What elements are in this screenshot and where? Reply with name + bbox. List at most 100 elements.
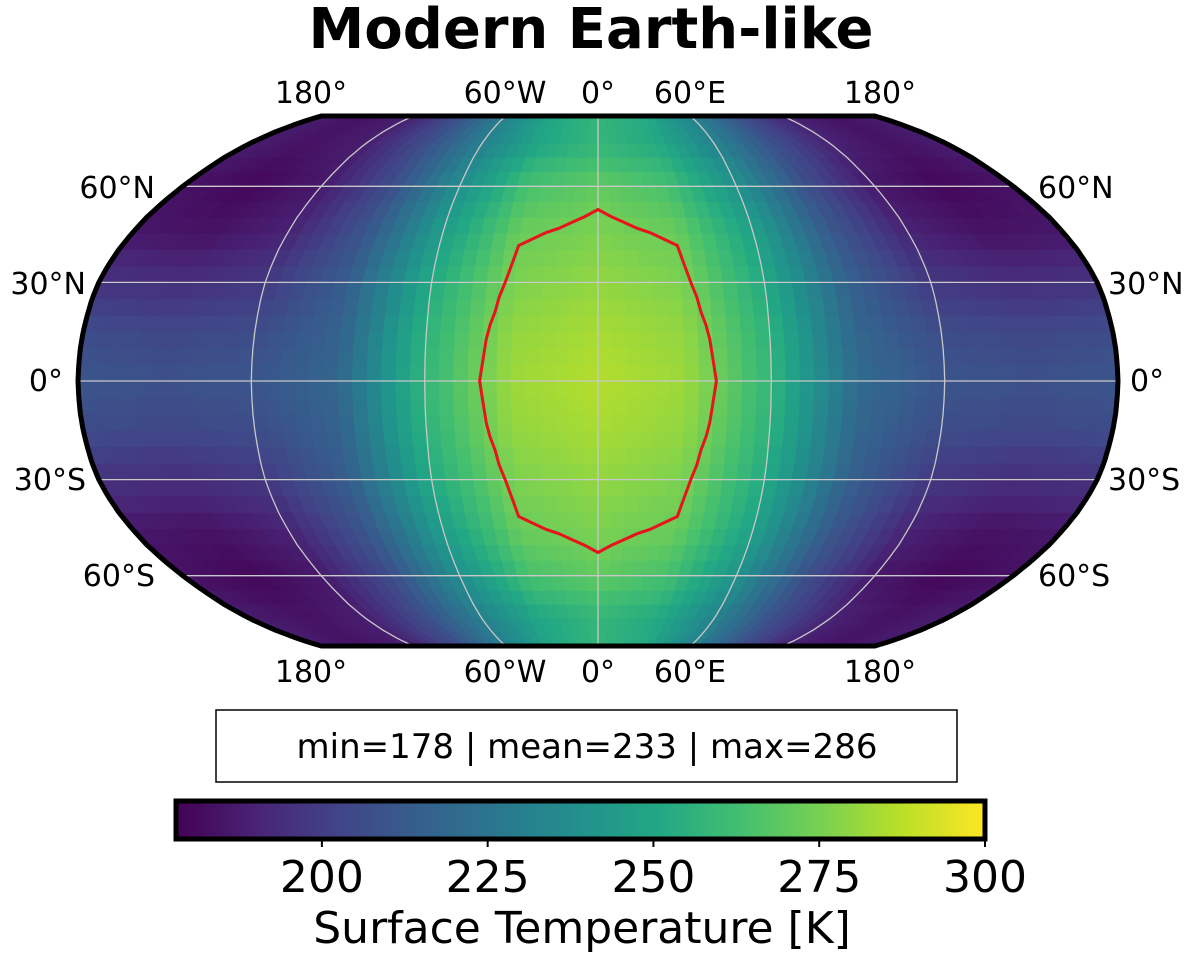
heatmap-cell bbox=[666, 462, 683, 480]
heatmap-cell bbox=[727, 380, 743, 398]
heatmap-cell bbox=[397, 314, 414, 333]
heatmap-cell bbox=[525, 397, 541, 415]
heatmap-cell bbox=[840, 331, 858, 349]
heatmap-cell bbox=[783, 413, 800, 431]
heatmap-cell bbox=[425, 413, 442, 431]
heatmap-cell bbox=[354, 429, 372, 448]
heatmap-cell bbox=[120, 380, 137, 398]
heatmap-cell bbox=[468, 429, 485, 448]
heatmap-cell bbox=[576, 604, 589, 619]
heatmap-cell bbox=[383, 314, 400, 333]
colorbar-tick-label: 250 bbox=[611, 852, 695, 903]
heatmap-cell bbox=[609, 560, 623, 577]
heatmap-cell bbox=[547, 544, 563, 561]
heatmap-cell bbox=[549, 560, 564, 577]
heatmap-cell bbox=[612, 380, 628, 398]
stats-box-frame bbox=[215, 709, 958, 783]
heatmap-cell bbox=[785, 380, 801, 398]
heatmap-cell bbox=[664, 495, 681, 513]
heatmap-cell bbox=[496, 364, 512, 382]
heatmap-cell bbox=[640, 347, 657, 365]
heatmap-cell bbox=[608, 171, 622, 187]
heatmap-cell bbox=[555, 446, 571, 464]
heatmap-cell bbox=[612, 397, 628, 415]
heatmap-cell bbox=[655, 397, 671, 415]
heatmap-cell bbox=[564, 590, 578, 605]
heatmap-cell bbox=[958, 364, 974, 382]
heatmap-cell bbox=[611, 429, 627, 448]
heatmap-cell bbox=[583, 347, 599, 365]
heatmap-cell bbox=[611, 462, 627, 480]
heatmap-cell bbox=[583, 364, 599, 382]
heatmap-cell bbox=[812, 413, 829, 431]
heatmap-cell bbox=[584, 249, 599, 267]
heatmap-cell bbox=[798, 347, 815, 365]
heatmap-cell bbox=[149, 364, 166, 382]
heatmap-cell bbox=[554, 429, 570, 448]
heatmap-cell bbox=[236, 364, 253, 382]
heatmap-cell bbox=[525, 364, 541, 382]
heatmap-cell bbox=[497, 331, 513, 349]
heatmap-cell bbox=[624, 249, 640, 267]
heatmap-cell bbox=[625, 282, 641, 300]
heatmap-cell bbox=[683, 331, 699, 349]
heatmap-cell bbox=[265, 347, 283, 365]
heatmap-cell bbox=[653, 446, 670, 464]
heatmap-cell bbox=[636, 512, 652, 529]
heatmap-cell bbox=[712, 397, 729, 415]
heatmap-cell bbox=[443, 462, 460, 480]
heatmap-cell bbox=[541, 462, 557, 480]
heatmap-cell bbox=[794, 298, 812, 316]
heatmap-cell bbox=[209, 331, 227, 349]
heatmap-cell bbox=[724, 446, 741, 464]
heatmap-cell bbox=[180, 331, 198, 349]
heatmap-cell bbox=[827, 397, 844, 415]
heatmap-cell bbox=[928, 347, 945, 365]
heatmap-cell bbox=[529, 495, 546, 513]
heatmap-cell bbox=[836, 298, 854, 316]
heatmap-cell bbox=[554, 364, 570, 382]
heatmap-cell bbox=[525, 347, 541, 365]
left-lat-label: 60°S bbox=[83, 559, 155, 594]
heatmap-cell bbox=[557, 233, 573, 250]
heatmap-cell bbox=[639, 298, 656, 316]
heatmap-cell bbox=[472, 265, 490, 283]
heatmap-cell bbox=[457, 282, 474, 300]
heatmap-cell bbox=[579, 122, 591, 133]
heatmap-cell bbox=[799, 364, 816, 382]
heatmap-cell bbox=[926, 331, 944, 349]
heatmap-cell bbox=[554, 347, 570, 365]
heatmap-cell bbox=[912, 331, 930, 349]
heatmap-cell bbox=[149, 380, 166, 398]
heatmap-cell bbox=[353, 413, 370, 431]
heatmap-cell bbox=[1026, 413, 1045, 431]
temperature-cells bbox=[78, 116, 1118, 646]
heatmap-cell bbox=[755, 347, 772, 365]
top-lon-label: 60°W bbox=[464, 76, 547, 111]
heatmap-cell bbox=[568, 347, 584, 365]
heatmap-cell bbox=[445, 479, 463, 497]
heatmap-cell bbox=[652, 479, 668, 497]
heatmap-cell bbox=[121, 397, 139, 415]
heatmap-cell bbox=[796, 429, 813, 448]
heatmap-cell bbox=[468, 314, 485, 333]
heatmap-cell bbox=[583, 446, 599, 464]
heatmap-cell bbox=[543, 495, 559, 513]
heatmap-cell bbox=[251, 347, 268, 365]
heatmap-cell bbox=[942, 347, 959, 365]
left-lat-label: 30°S bbox=[14, 463, 86, 498]
heatmap-cell bbox=[597, 331, 613, 349]
heatmap-cell bbox=[856, 347, 873, 365]
heatmap-cell bbox=[411, 314, 429, 333]
bottom-longitude-labels: 180° 60°W 0° 60°E 180° bbox=[275, 655, 916, 690]
heatmap-cell bbox=[842, 397, 858, 415]
heatmap-cell bbox=[929, 380, 946, 398]
heatmap-cell bbox=[395, 380, 411, 398]
heatmap-cell bbox=[539, 380, 556, 398]
heatmap-cell bbox=[568, 364, 584, 382]
heatmap-cell bbox=[563, 171, 577, 187]
heatmap-cell bbox=[998, 331, 1016, 349]
heatmap-cell bbox=[969, 331, 987, 349]
heatmap-cell bbox=[1028, 347, 1046, 365]
heatmap-cell bbox=[445, 265, 463, 283]
